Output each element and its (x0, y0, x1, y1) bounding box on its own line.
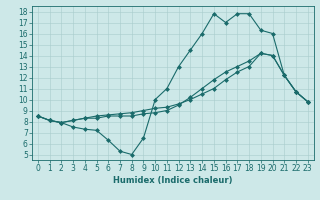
X-axis label: Humidex (Indice chaleur): Humidex (Indice chaleur) (113, 176, 233, 185)
